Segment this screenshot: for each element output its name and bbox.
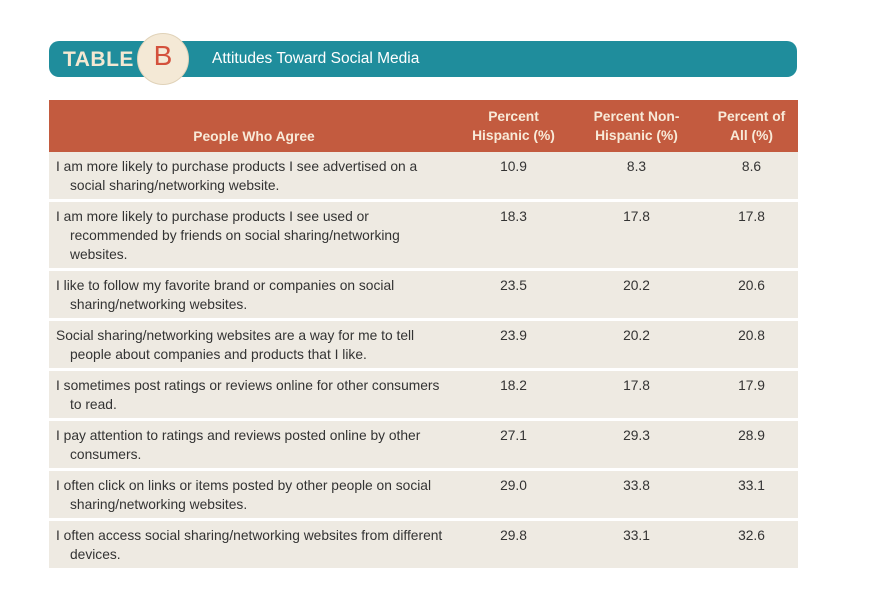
row-statement: I am more likely to purchase products I …	[49, 152, 459, 202]
row-percent-non-hispanic: 29.3	[568, 419, 705, 471]
row-statement: I pay attention to ratings and reviews p…	[49, 419, 459, 471]
row-percent-all: 33.1	[705, 469, 798, 521]
row-statement: Social sharing/networking websites are a…	[49, 319, 459, 371]
row-percent-non-hispanic: 17.8	[568, 369, 705, 421]
attitudes-table: People Who Agree Percent Hispanic (%) Pe…	[49, 100, 798, 571]
row-percent-all: 20.8	[705, 319, 798, 371]
table-banner: TABLE B Attitudes Toward Social Media	[49, 33, 797, 85]
row-percent-all: 32.6	[705, 519, 798, 571]
row-percent-hispanic: 29.0	[459, 469, 568, 521]
table-row: I am more likely to purchase products I …	[49, 152, 798, 202]
row-percent-hispanic: 27.1	[459, 419, 568, 471]
table-row: I pay attention to ratings and reviews p…	[49, 419, 798, 471]
row-percent-hispanic: 23.9	[459, 319, 568, 371]
row-statement: I often click on links or items posted b…	[49, 469, 459, 521]
row-percent-non-hispanic: 17.8	[568, 200, 705, 271]
row-percent-hispanic: 29.8	[459, 519, 568, 571]
table-tag: TABLE	[63, 48, 134, 71]
table-row: Social sharing/networking websites are a…	[49, 319, 798, 371]
row-statement: I am more likely to purchase products I …	[49, 200, 459, 271]
table-row: I often access social sharing/networking…	[49, 519, 798, 571]
row-percent-all: 17.8	[705, 200, 798, 271]
header-people-who-agree: People Who Agree	[49, 100, 459, 152]
row-percent-non-hispanic: 20.2	[568, 269, 705, 321]
row-percent-non-hispanic: 33.8	[568, 469, 705, 521]
row-percent-non-hispanic: 33.1	[568, 519, 705, 571]
table-row: I like to follow my favorite brand or co…	[49, 269, 798, 321]
row-percent-non-hispanic: 20.2	[568, 319, 705, 371]
row-percent-non-hispanic: 8.3	[568, 152, 705, 202]
row-statement: I often access social sharing/networking…	[49, 519, 459, 571]
row-percent-hispanic: 10.9	[459, 152, 568, 202]
table-row: I often click on links or items posted b…	[49, 469, 798, 521]
header-percent-all: Percent of All (%)	[705, 100, 798, 152]
table-row: I am more likely to purchase products I …	[49, 200, 798, 271]
header-percent-non-hispanic: Percent Non- Hispanic (%)	[568, 100, 705, 152]
table-letter-badge: B	[137, 33, 189, 85]
row-percent-all: 8.6	[705, 152, 798, 202]
row-statement: I like to follow my favorite brand or co…	[49, 269, 459, 321]
row-percent-hispanic: 18.2	[459, 369, 568, 421]
table-title: Attitudes Toward Social Media	[212, 50, 420, 67]
row-percent-all: 20.6	[705, 269, 798, 321]
row-percent-hispanic: 23.5	[459, 269, 568, 321]
header-percent-hispanic: Percent Hispanic (%)	[459, 100, 568, 152]
row-percent-all: 28.9	[705, 419, 798, 471]
row-percent-all: 17.9	[705, 369, 798, 421]
table-header-row: People Who Agree Percent Hispanic (%) Pe…	[49, 100, 798, 152]
row-percent-hispanic: 18.3	[459, 200, 568, 271]
row-statement: I sometimes post ratings or reviews onli…	[49, 369, 459, 421]
table-row: I sometimes post ratings or reviews onli…	[49, 369, 798, 421]
